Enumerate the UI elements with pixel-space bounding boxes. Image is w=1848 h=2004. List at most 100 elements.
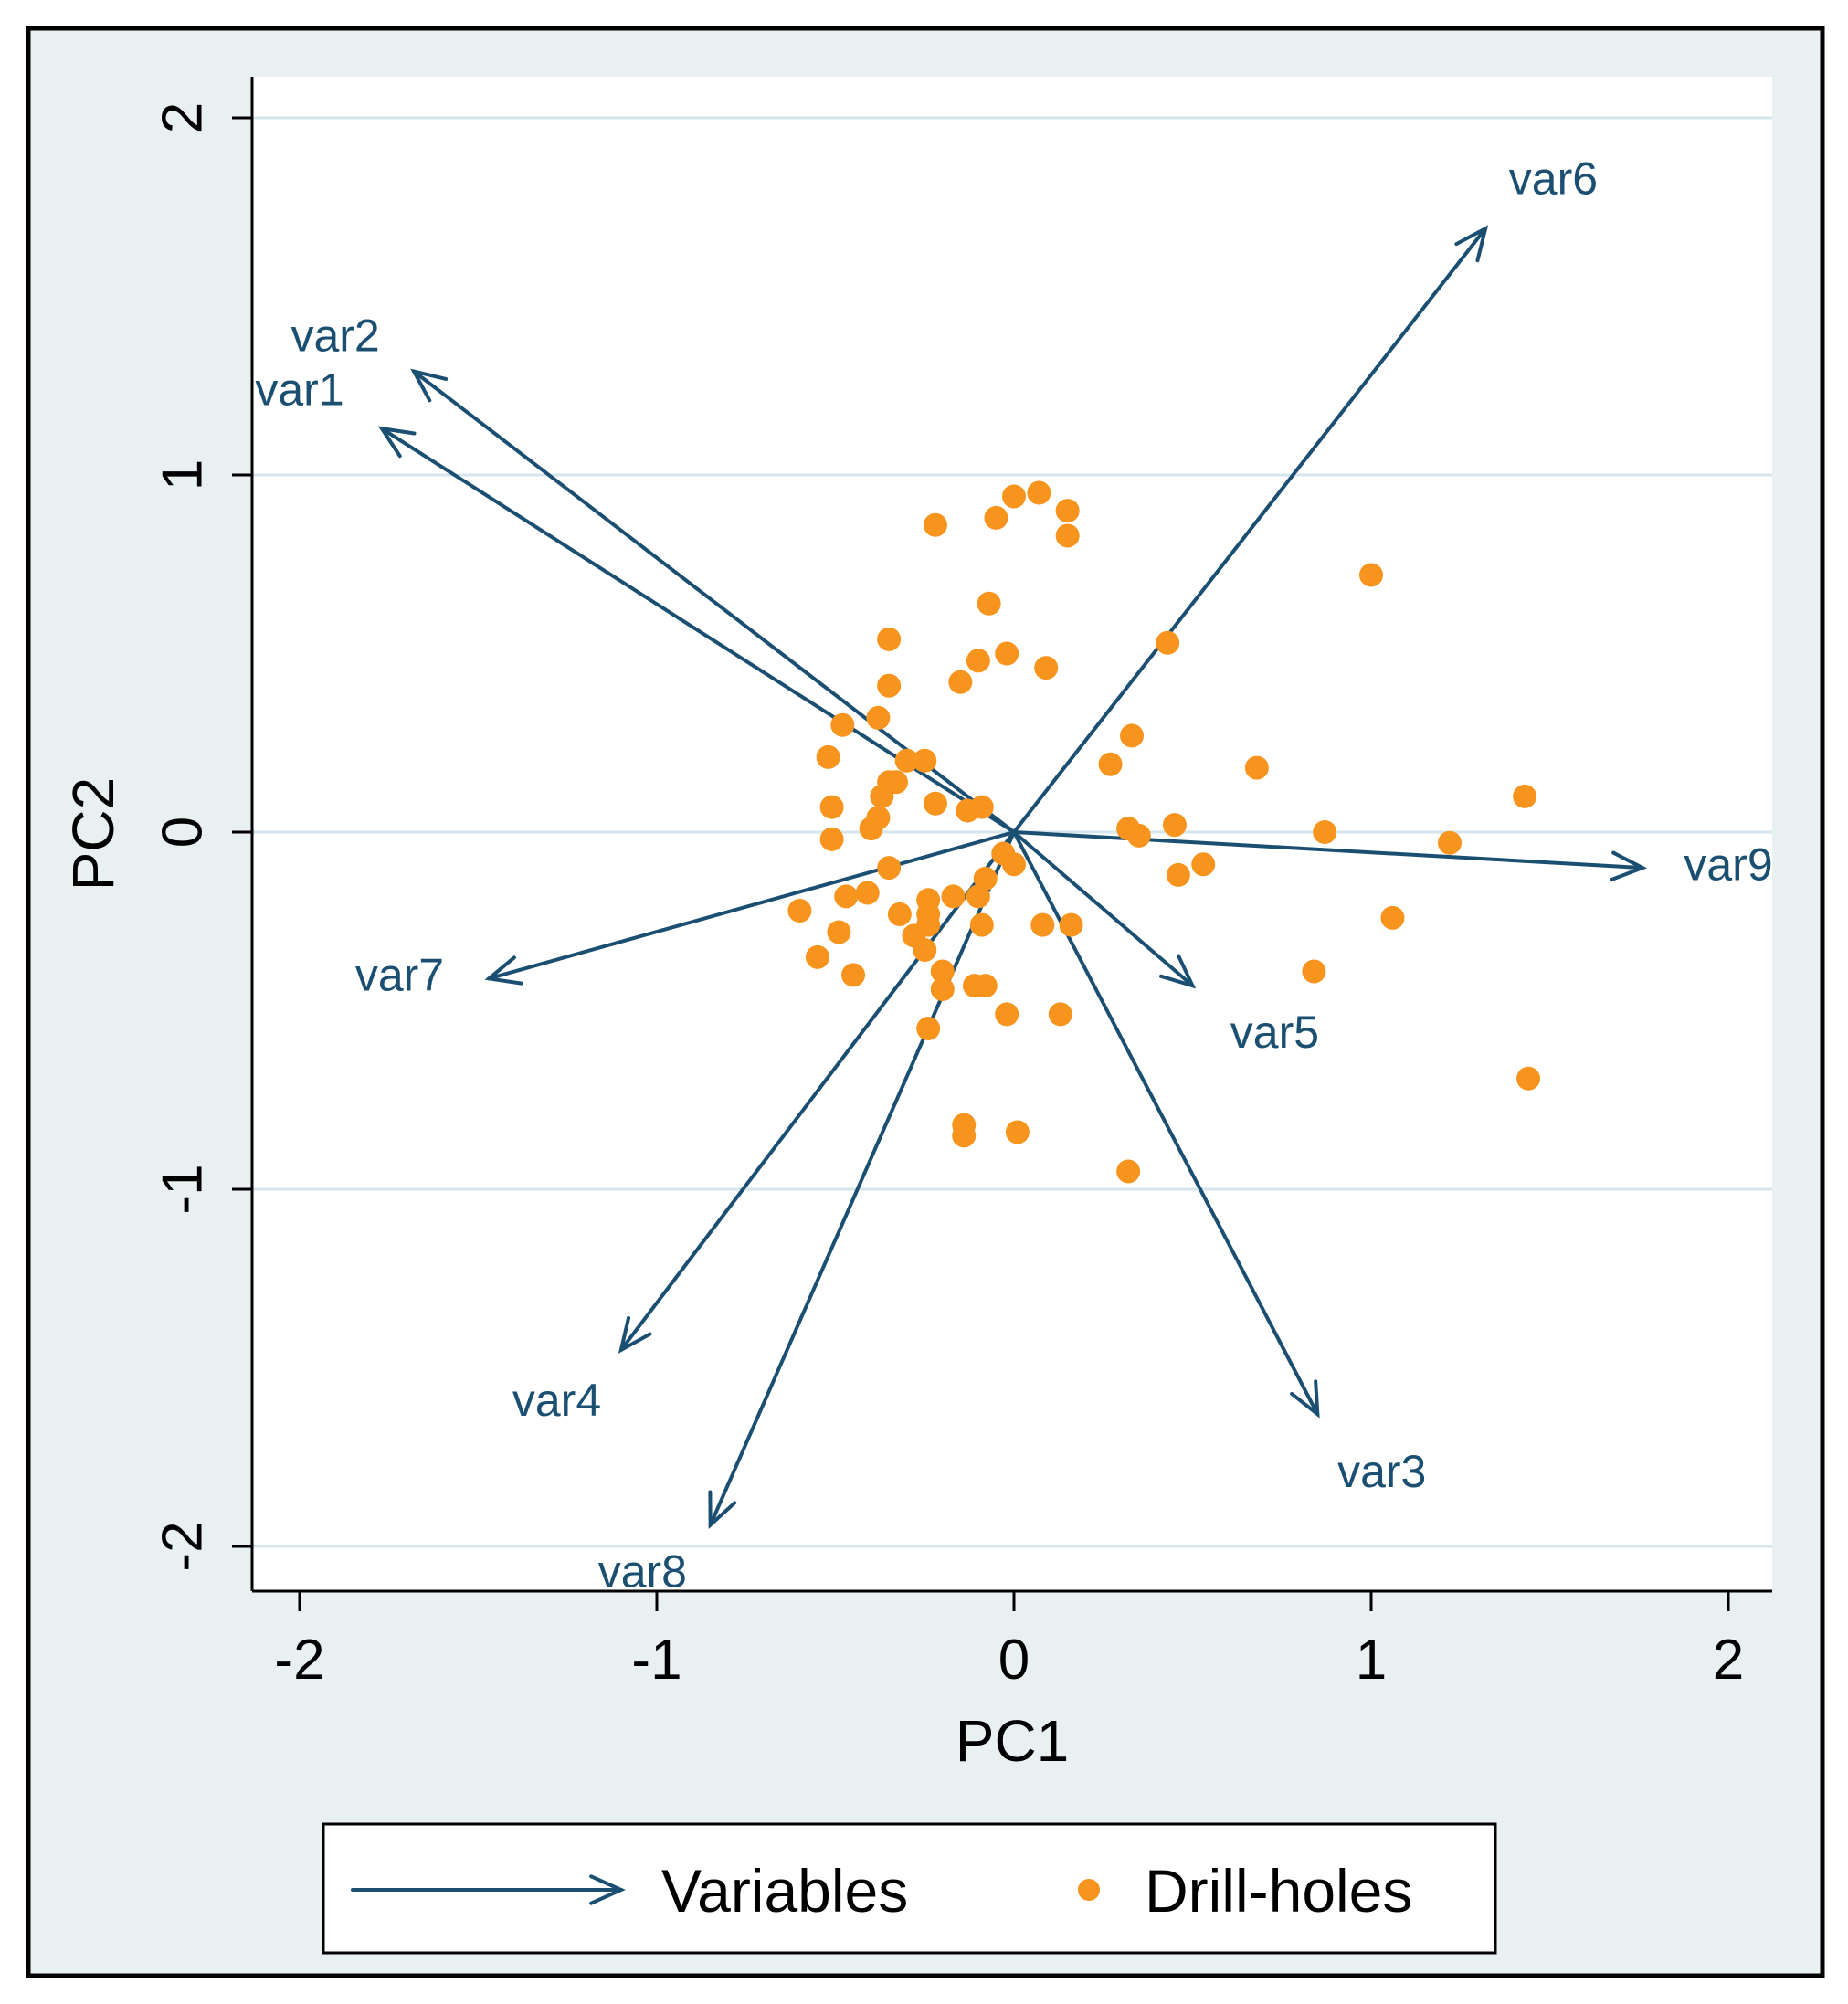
- drill-hole-point: [787, 899, 812, 923]
- drill-hole-point: [1191, 852, 1216, 877]
- drill-hole-point: [859, 817, 883, 841]
- drill-hole-point: [870, 784, 894, 808]
- drill-hole-point: [887, 902, 912, 926]
- vector-var6-shaft: [1012, 227, 1488, 834]
- drill-hole-point: [877, 673, 902, 698]
- drill-hole-point: [1302, 959, 1326, 984]
- drill-hole-point: [973, 866, 998, 891]
- x-tick-label: -2: [274, 1629, 324, 1692]
- vector-label-var3: var3: [1337, 1446, 1426, 1497]
- vector-var9: var9: [1012, 830, 1773, 890]
- legend-variables-arrow: [351, 1874, 626, 1905]
- vector-var6: var6: [1012, 153, 1598, 834]
- y-tick-label: -2: [151, 1521, 214, 1571]
- legend-variables-arrow-head: [589, 1874, 626, 1905]
- drill-hole-point: [948, 670, 973, 694]
- drill-hole-point: [1120, 723, 1145, 748]
- drill-hole-point: [834, 884, 859, 909]
- drill-hole-point: [855, 881, 880, 905]
- vector-label-var1: var1: [255, 364, 343, 415]
- vector-var7-head: [484, 955, 523, 986]
- drill-hole-point: [819, 795, 844, 819]
- drill-hole-point: [969, 912, 994, 937]
- drill-hole-point: [969, 795, 994, 819]
- drill-hole-point: [877, 856, 902, 881]
- y-tick-label: 0: [151, 817, 214, 848]
- drill-hole-point: [1048, 1002, 1072, 1027]
- drill-hole-point: [830, 712, 855, 737]
- y-tick-label: 2: [151, 102, 214, 133]
- drill-hole-point: [1166, 862, 1190, 887]
- axis-ticks: -2 -1 0 1 2 -2 -1 0 1 2: [151, 102, 1744, 1692]
- drill-hole-point: [1244, 755, 1269, 780]
- drill-hole-point: [877, 627, 902, 651]
- vector-var5: var5: [1012, 830, 1319, 1058]
- vector-var8-head: [708, 1490, 737, 1530]
- drill-hole-point: [827, 920, 851, 944]
- legend-arrow-symbol: [351, 1874, 626, 1905]
- drill-hole-point: [841, 963, 866, 987]
- x-tick-label: 2: [1713, 1629, 1744, 1692]
- drill-hole-point: [952, 1123, 977, 1148]
- drill-hole-point: [941, 884, 966, 909]
- vector-var3-head: [1290, 1379, 1320, 1419]
- vector-label-var2: var2: [290, 311, 379, 362]
- drill-hole-point: [913, 938, 937, 963]
- drill-hole-point: [805, 944, 829, 969]
- drill-hole-point: [1055, 499, 1080, 523]
- drill-hole-point: [930, 959, 955, 984]
- drill-hole-point: [973, 974, 998, 998]
- drill-hole-point: [819, 827, 844, 851]
- drill-hole-point: [995, 641, 1019, 666]
- vector-var4-shaft: [618, 830, 1016, 1352]
- vector-var5-head: [1159, 954, 1197, 989]
- legend-dot-symbol: [1078, 1879, 1100, 1901]
- x-axis-label: PC1: [956, 1708, 1070, 1774]
- vector-label-var4: var4: [512, 1375, 601, 1426]
- drill-hole-point: [816, 744, 840, 769]
- vector-var4-head: [618, 1315, 652, 1354]
- legend-label-variables: Variables: [661, 1857, 908, 1925]
- drill-hole-point: [1359, 563, 1383, 587]
- legend-label-drill-holes: Drill-holes: [1145, 1857, 1412, 1925]
- drill-hole-point: [1030, 912, 1055, 937]
- x-tick-label: 1: [1356, 1629, 1387, 1692]
- x-tick-label: -1: [631, 1629, 681, 1692]
- vector-label-var6: var6: [1509, 153, 1598, 205]
- drill-hole-point: [966, 649, 990, 673]
- drill-hole-point: [916, 1017, 941, 1041]
- vector-var9-shaft: [1012, 830, 1645, 870]
- drill-hole-point: [866, 705, 891, 730]
- vector-var4: var4: [512, 830, 1016, 1426]
- vector-var8: var8: [598, 830, 1016, 1597]
- drill-hole-point: [930, 977, 955, 1002]
- drill-hole-point: [1034, 656, 1059, 680]
- vector-var2-head: [410, 368, 449, 403]
- vector-var8-shaft: [708, 830, 1016, 1527]
- drill-hole-point: [923, 791, 947, 816]
- drill-hole-point: [1513, 784, 1537, 808]
- drill-hole-point: [1313, 820, 1337, 844]
- drill-hole-point: [1380, 905, 1405, 930]
- drill-hole-point: [1438, 830, 1463, 855]
- drill-hole-point: [1059, 912, 1083, 937]
- vector-var7-shaft: [487, 830, 1016, 981]
- drill-hole-point: [1098, 752, 1123, 776]
- drill-hole-point: [1027, 480, 1051, 505]
- y-axis-label: PC2: [60, 777, 126, 891]
- vector-var3: var3: [1012, 830, 1426, 1497]
- y-tick-label: 1: [151, 459, 214, 490]
- drill-hole-points: [787, 480, 1541, 1184]
- drill-hole-point: [1002, 484, 1026, 509]
- drill-hole-point: [913, 748, 937, 773]
- vector-var9-head: [1610, 850, 1648, 881]
- drill-hole-point: [1055, 523, 1080, 548]
- drill-hole-point: [1005, 1120, 1030, 1144]
- y-tick-label: -1: [151, 1164, 214, 1214]
- vector-label-var9: var9: [1684, 839, 1772, 890]
- drill-hole-point: [1002, 852, 1026, 877]
- drill-hole-point: [984, 505, 1008, 530]
- vector-label-var8: var8: [598, 1545, 687, 1597]
- vector-var7: var7: [355, 830, 1016, 1001]
